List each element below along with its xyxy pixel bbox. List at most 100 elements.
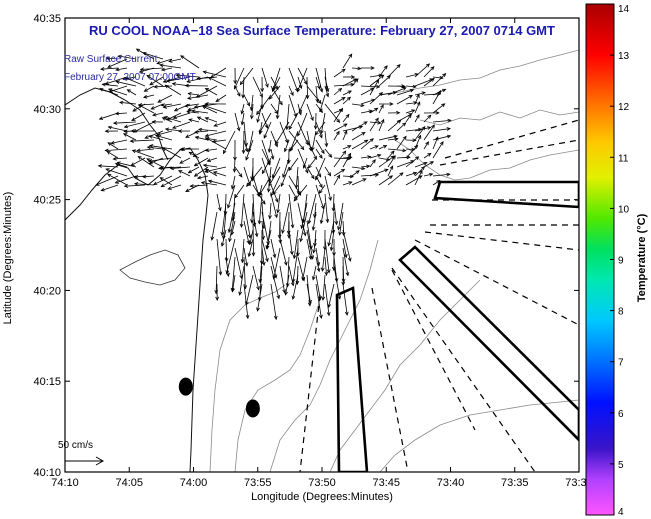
current-vector-head (101, 82, 106, 87)
current-vector (360, 110, 373, 114)
current-vector-head (272, 190, 277, 195)
current-vector-head (206, 158, 211, 162)
current-vector (113, 121, 137, 124)
current-vector (180, 55, 200, 69)
current-vector-head (227, 204, 231, 209)
current-vector-head (159, 177, 164, 181)
colorbar-tick-label: 11 (618, 153, 629, 164)
current-vector (301, 202, 308, 229)
current-vector (270, 265, 280, 299)
current-vector-head (317, 296, 322, 301)
current-vector-head (407, 113, 412, 119)
current-vector (252, 211, 258, 237)
current-vector-head (421, 91, 426, 96)
current-vector-head (421, 125, 426, 131)
current-vector-head (247, 252, 252, 258)
x-tick-label: 74:05 (115, 477, 143, 489)
current-vector-head (272, 275, 277, 280)
current-vector-head (149, 81, 154, 86)
current-vector-head (148, 144, 154, 148)
current-vector (117, 162, 137, 168)
current-vector (243, 220, 250, 244)
current-vector-head (312, 249, 316, 254)
current-vector (288, 193, 294, 228)
current-vector (405, 148, 415, 151)
current-vector (423, 173, 433, 177)
current-vector-head (204, 169, 209, 173)
current-vector-head (160, 67, 166, 72)
current-vector-head (236, 127, 241, 132)
current-vector (432, 73, 446, 87)
current-vector-head (195, 94, 200, 98)
current-vector (258, 175, 272, 196)
current-vector (138, 156, 155, 168)
current-vector-head (193, 162, 199, 167)
coastline-north (65, 87, 169, 161)
current-vector (268, 166, 272, 192)
current-vector-head (297, 132, 301, 137)
current-vector (214, 121, 227, 127)
current-vector (268, 85, 281, 100)
current-vector (136, 48, 155, 60)
current-vector (333, 265, 341, 299)
current-vector (339, 211, 344, 236)
current-vector (205, 130, 227, 137)
current-vector (387, 87, 407, 96)
current-vector (188, 93, 200, 96)
current-vector-head (97, 164, 103, 168)
colorbar (585, 3, 615, 516)
current-vector (243, 94, 250, 106)
current-vector (351, 139, 368, 150)
current-vector (423, 78, 435, 87)
current-vector (342, 238, 347, 258)
x-tick-label: 74:00 (180, 477, 208, 489)
current-vector-head (124, 76, 129, 81)
current-vector (324, 193, 329, 223)
current-vector (197, 116, 209, 123)
current-vector (259, 256, 263, 283)
current-vector-head (265, 83, 269, 88)
current-vector (208, 77, 227, 87)
current-vector-head (115, 80, 120, 84)
current-vector-head (186, 110, 191, 114)
current-vector (288, 130, 305, 150)
current-vector (241, 112, 245, 125)
current-vector-head (146, 158, 151, 162)
current-vector-head (162, 79, 167, 83)
current-vector (414, 126, 426, 141)
x-axis-ticks: 74:10 74:05 74:00 73:55 73:50 73:45 73:40 73:35… (51, 18, 593, 489)
current-vector (405, 156, 419, 168)
current-vector-head (254, 232, 259, 238)
current-vector-head (430, 77, 435, 82)
current-vector-head (369, 138, 374, 143)
current-vector-head (160, 103, 166, 107)
current-vector (270, 76, 279, 90)
current-vector (324, 148, 332, 158)
current-vector (142, 52, 164, 60)
current-vector (387, 150, 395, 159)
current-vector (405, 128, 422, 132)
current-vector (342, 53, 353, 69)
current-vector-head (346, 96, 351, 101)
current-vector (270, 130, 278, 147)
current-vector (231, 220, 236, 235)
current-vector (194, 166, 209, 177)
y-tick-label: 40:20 (33, 285, 61, 297)
current-vector-head (415, 114, 420, 119)
current-vector-head (135, 48, 141, 53)
current-vector-head (202, 70, 207, 75)
current-vector-head (377, 153, 382, 158)
current-vector-head (389, 102, 394, 106)
current-vector-head (261, 169, 266, 175)
current-vector-head (144, 135, 149, 139)
current-vector-head (153, 84, 158, 89)
current-vector (396, 156, 410, 159)
current-vector-head (316, 267, 321, 273)
current-vector (396, 85, 406, 88)
current-vector-head (310, 146, 315, 152)
current-vector-head (185, 134, 190, 138)
current-vector (351, 166, 365, 170)
current-vector (333, 88, 342, 96)
current-vector (378, 145, 387, 150)
